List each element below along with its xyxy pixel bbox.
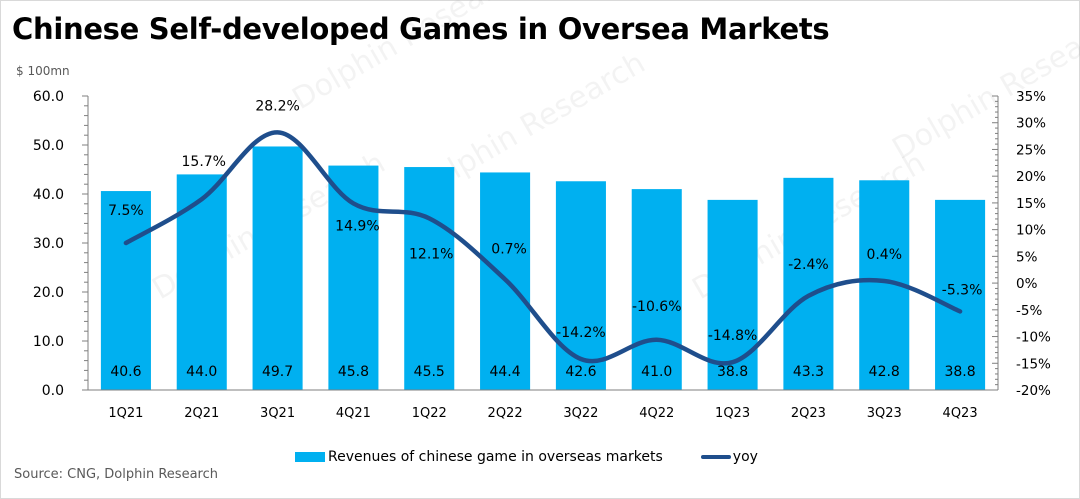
legend-line-label: yoy: [732, 449, 758, 465]
left-tick-label: 0.0: [42, 383, 64, 399]
bar: [328, 165, 379, 390]
bar-series: [100, 146, 986, 390]
x-tick-label: 3Q22: [563, 406, 598, 421]
bar-value-label: 38.8: [944, 364, 975, 380]
axes: 0.0 10.0 20.0 30.0 40.0 50.0 60.0 -20% -15% -10% -…: [33, 89, 1051, 421]
right-tick-label: 35%: [1016, 89, 1046, 105]
left-tick-label: 30.0: [33, 236, 64, 252]
bar-value-label: 45.8: [338, 364, 369, 380]
yoy-value-label: -5.3%: [942, 282, 983, 298]
bar: [555, 181, 606, 390]
bar-value-label: 43.3: [793, 364, 824, 380]
legend-bar-label: Revenues of chinese game in overseas mar…: [328, 449, 663, 465]
right-tick-label: 10%: [1016, 223, 1046, 239]
yoy-value-labels: 7.5% 15.7% 28.2% 14.9% 12.1% 0.7% -14.2% -10.6%…: [108, 98, 982, 344]
bar-value-labels: 40.6 44.0 49.7 45.8 45.5 44.4 42.6 41.0 38.8 43.3…: [110, 364, 975, 380]
x-tick-label: 4Q22: [639, 406, 674, 421]
bar: [176, 174, 227, 390]
bar-value-label: 45.5: [414, 364, 445, 380]
bar-value-label: 38.8: [717, 364, 748, 380]
x-tick-label: 2Q23: [791, 406, 826, 421]
left-tick-label: 20.0: [33, 285, 64, 301]
right-tick-label: 0%: [1016, 276, 1038, 292]
x-tick-label: 4Q23: [943, 406, 978, 421]
x-tick-label: 4Q21: [336, 406, 371, 421]
x-tick-label: 1Q23: [715, 406, 750, 421]
x-tick-label: 2Q22: [488, 406, 523, 421]
left-tick-label: 60.0: [33, 89, 64, 105]
right-tick-label: 25%: [1016, 142, 1046, 158]
yoy-value-label: 28.2%: [255, 98, 299, 114]
x-tick-label: 3Q23: [867, 406, 902, 421]
bar-value-label: 42.6: [565, 364, 596, 380]
x-tick-label: 1Q22: [412, 406, 447, 421]
right-tick-label: -15%: [1016, 356, 1051, 372]
bar: [631, 189, 682, 390]
bar-value-label: 42.8: [869, 364, 900, 380]
y-axis-unit-label: $ 100mn: [16, 64, 70, 78]
left-tick-label: 50.0: [33, 138, 64, 154]
yoy-value-label: -2.4%: [788, 257, 829, 273]
yoy-value-label: -14.8%: [708, 328, 758, 344]
left-tick-label: 40.0: [33, 187, 64, 203]
bar: [252, 146, 303, 390]
bar: [100, 191, 151, 390]
source-note: Source: CNG, Dolphin Research: [14, 467, 218, 482]
yoy-value-label: 12.1%: [409, 246, 453, 262]
yoy-value-label: 0.7%: [491, 241, 527, 257]
legend-line-swatch: [700, 455, 731, 459]
yoy-value-label: 14.9%: [335, 218, 379, 234]
bar: [404, 167, 455, 390]
right-tick-label: -20%: [1016, 383, 1051, 399]
right-tick-label: 5%: [1016, 249, 1038, 265]
left-tick-label: 10.0: [33, 334, 64, 350]
right-tick-label: 20%: [1016, 169, 1046, 185]
bar-value-label: 40.6: [110, 364, 141, 380]
legend-bar-swatch: [295, 452, 325, 462]
yoy-value-label: 7.5%: [108, 203, 144, 219]
yoy-value-label: -10.6%: [632, 299, 682, 315]
bar-value-label: 41.0: [641, 364, 672, 380]
legend: Revenues of chinese game in overseas mar…: [295, 449, 758, 465]
yoy-line-series: [123, 130, 963, 366]
watermark-text: Dolphin Research: [287, 0, 532, 117]
yoy-value-label: -14.2%: [556, 325, 606, 341]
bar-value-label: 44.0: [186, 364, 217, 380]
bar: [935, 199, 986, 390]
x-tick-label: 1Q21: [108, 406, 143, 421]
bar: [707, 199, 758, 390]
chart-title: Chinese Self-developed Games in Oversea …: [12, 12, 830, 46]
right-tick-label: 30%: [1016, 116, 1046, 132]
bar-value-label: 44.4: [489, 364, 520, 380]
x-tick-label: 3Q21: [260, 406, 295, 421]
yoy-value-label: 15.7%: [182, 154, 226, 170]
right-tick-label: -10%: [1016, 330, 1051, 346]
watermark-text: Dolphin Research: [887, 5, 1080, 166]
bar-value-label: 49.7: [262, 364, 293, 380]
right-tick-label: -5%: [1016, 303, 1042, 319]
right-tick-label: 15%: [1016, 196, 1046, 212]
yoy-value-label: 0.4%: [866, 247, 902, 263]
x-tick-label: 2Q21: [184, 406, 219, 421]
bar: [783, 177, 834, 390]
yoy-line: [123, 130, 963, 366]
